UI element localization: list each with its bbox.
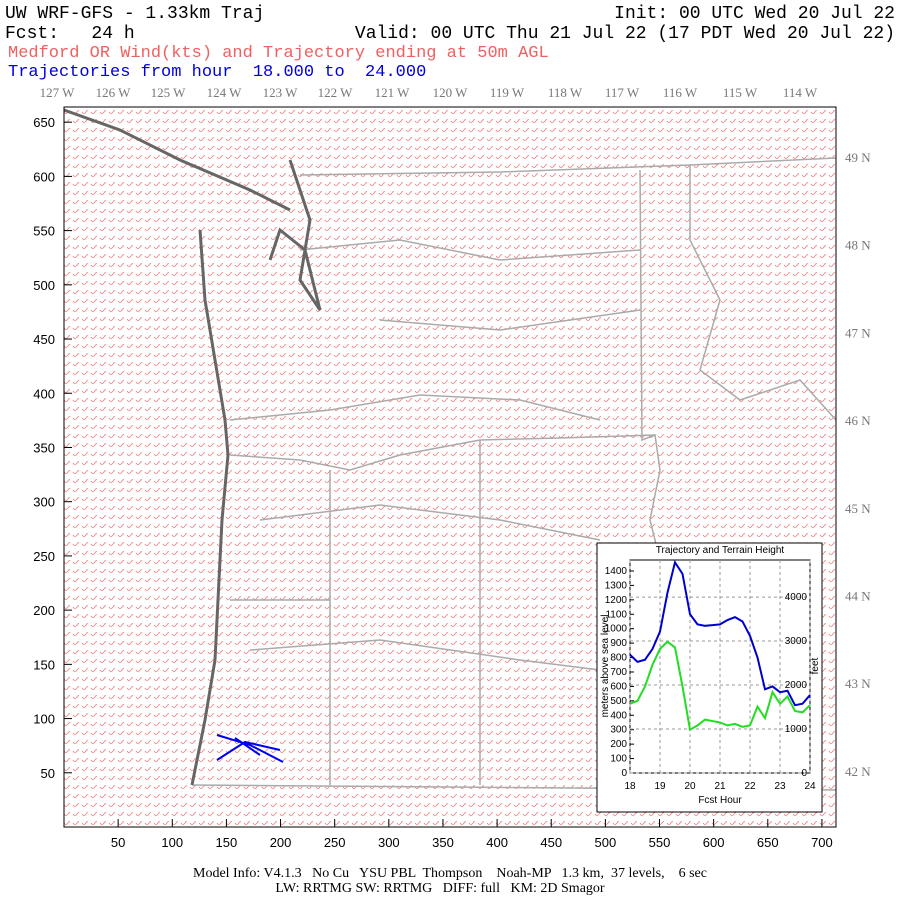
- lon-label: 126 W: [96, 85, 132, 100]
- x-tick-label: 550: [649, 835, 671, 850]
- fcst: Fcst: 24 h: [5, 24, 135, 44]
- series-line: [629, 559, 811, 707]
- x-tick-label: 300: [378, 835, 400, 850]
- boundaries: [191, 157, 837, 791]
- lat-label: 42 N: [845, 764, 871, 779]
- inset-ylabel: meters above sea level: [600, 615, 611, 718]
- x-tick-label: 250: [324, 835, 346, 850]
- lon-label: 119 W: [490, 85, 525, 100]
- inset-y-tick-label: 700: [610, 667, 627, 678]
- trajectories-note: Trajectories from hour 18.000 to 24.000: [8, 63, 426, 82]
- inset-y-tick-label: 1300: [605, 580, 628, 591]
- lat-label: 44 N: [845, 589, 871, 604]
- valid: Valid: 00 UTC Thu 21 Jul 22 (17 PDT Wed …: [355, 24, 895, 44]
- inset-y-tick-label: 1100: [605, 609, 627, 620]
- y-tick-label: 600: [33, 169, 55, 184]
- inset-x-tick-label: 24: [804, 781, 816, 792]
- x-tick-label: 50: [111, 835, 125, 850]
- lon-label: 115 W: [723, 85, 758, 100]
- inset-y-tick-label: 100: [610, 754, 627, 765]
- lon-label: 118 W: [548, 85, 583, 100]
- trajectory: [216, 734, 284, 763]
- inset-y2-tick-label: 1000: [785, 724, 808, 735]
- lat-label: 47 N: [845, 325, 871, 340]
- lon-label: 122 W: [318, 85, 354, 100]
- y-tick-label: 50: [41, 766, 55, 781]
- inset: Trajectory and Terrain Height Fcst Hour …: [596, 542, 823, 813]
- x-tick-label: 600: [703, 835, 725, 850]
- inset-y-tick-label: 600: [610, 681, 627, 692]
- inset-y2-tick-label: 4000: [785, 592, 808, 603]
- y-tick-label: 300: [33, 495, 55, 510]
- y-tick-label: 400: [33, 386, 55, 401]
- coastline: [63, 108, 322, 786]
- inset-y2-tick-label: 2000: [785, 680, 808, 691]
- lat-label: 45 N: [845, 501, 871, 516]
- x-tick-label: 700: [811, 835, 833, 850]
- inset-y-tick-label: 1200: [605, 595, 628, 606]
- title: UW WRF-GFS - 1.33km Traj: [5, 4, 264, 24]
- y-tick-label: 250: [33, 549, 55, 564]
- x-tick-label: 400: [486, 835, 508, 850]
- inset-y-tick-label: 1400: [605, 566, 628, 577]
- lon-label: 125 W: [151, 85, 187, 100]
- inset-y-tick-label: 1000: [605, 624, 628, 635]
- y-tick-label: 350: [33, 440, 55, 455]
- lon-label: 127 W: [40, 85, 76, 100]
- inset-x-tick-label: 22: [744, 781, 756, 792]
- y-tick-label: 500: [33, 278, 55, 293]
- inset-y-tick-label: 800: [610, 653, 627, 664]
- lat-label: 43 N: [845, 676, 871, 691]
- y-tick-label: 200: [33, 603, 55, 618]
- inset-y-tick-label: 900: [610, 638, 627, 649]
- inset-title: Trajectory and Terrain Height: [656, 545, 785, 556]
- y-tick-label: 450: [33, 332, 55, 347]
- inset-x-tick-label: 18: [624, 781, 636, 792]
- series-line: [629, 640, 811, 732]
- inset-y-tick-label: 400: [610, 710, 627, 721]
- y-tick-label: 550: [33, 224, 55, 239]
- inset-x-tick-label: 19: [654, 781, 666, 792]
- y-tick-label: 150: [33, 657, 55, 672]
- lat-label: 46 N: [845, 413, 871, 428]
- inset-y-tick-label: 0: [621, 768, 627, 779]
- lon-label: 117 W: [605, 85, 640, 100]
- map: [63, 106, 837, 828]
- subtitle: Medford OR Wind(kts) and Trajectory endi…: [8, 44, 549, 63]
- inset-xlabel: Fcst Hour: [698, 795, 742, 806]
- lon-label: 120 W: [433, 85, 469, 100]
- inset-y-tick-label: 200: [610, 739, 627, 750]
- x-tick-label: 200: [270, 835, 292, 850]
- lat-label: 49 N: [845, 150, 871, 165]
- lon-label: 124 W: [207, 85, 243, 100]
- map-frame: [63, 106, 837, 828]
- y-tick-label: 100: [33, 712, 55, 727]
- inset-x-tick-label: 20: [684, 781, 696, 792]
- init: Init: 00 UTC Wed 20 Jul 22: [614, 4, 895, 24]
- inset-y2label: feet: [810, 657, 821, 674]
- lon-label: 121 W: [375, 85, 411, 100]
- inset-x-tick-label: 23: [774, 781, 786, 792]
- x-tick-label: 100: [161, 835, 183, 850]
- lat-label: 48 N: [845, 238, 871, 253]
- lon-label: 123 W: [263, 85, 299, 100]
- inset-y-tick-label: 500: [610, 696, 627, 707]
- x-tick-label: 350: [432, 835, 454, 850]
- lon-label: 114 W: [783, 85, 818, 100]
- inset-y-tick-label: 300: [610, 725, 627, 736]
- footer-line: Model Info: V4.1.3 No Cu YSU PBL Thompso…: [193, 866, 707, 881]
- inset-frame: [596, 542, 823, 813]
- inset-x-tick-label: 21: [714, 781, 726, 792]
- lon-label: 116 W: [663, 85, 698, 100]
- inset-y2-tick-label: 3000: [785, 636, 808, 647]
- x-tick-label: 500: [595, 835, 617, 850]
- x-tick-label: 150: [216, 835, 238, 850]
- y-tick-label: 650: [33, 115, 55, 130]
- x-tick-label: 650: [757, 835, 779, 850]
- inset-y2-tick-label: 0: [801, 768, 807, 779]
- footer-line: LW: RRTMG SW: RRTMG DIFF: full KM: 2D Sm…: [275, 881, 604, 896]
- x-tick-label: 450: [540, 835, 562, 850]
